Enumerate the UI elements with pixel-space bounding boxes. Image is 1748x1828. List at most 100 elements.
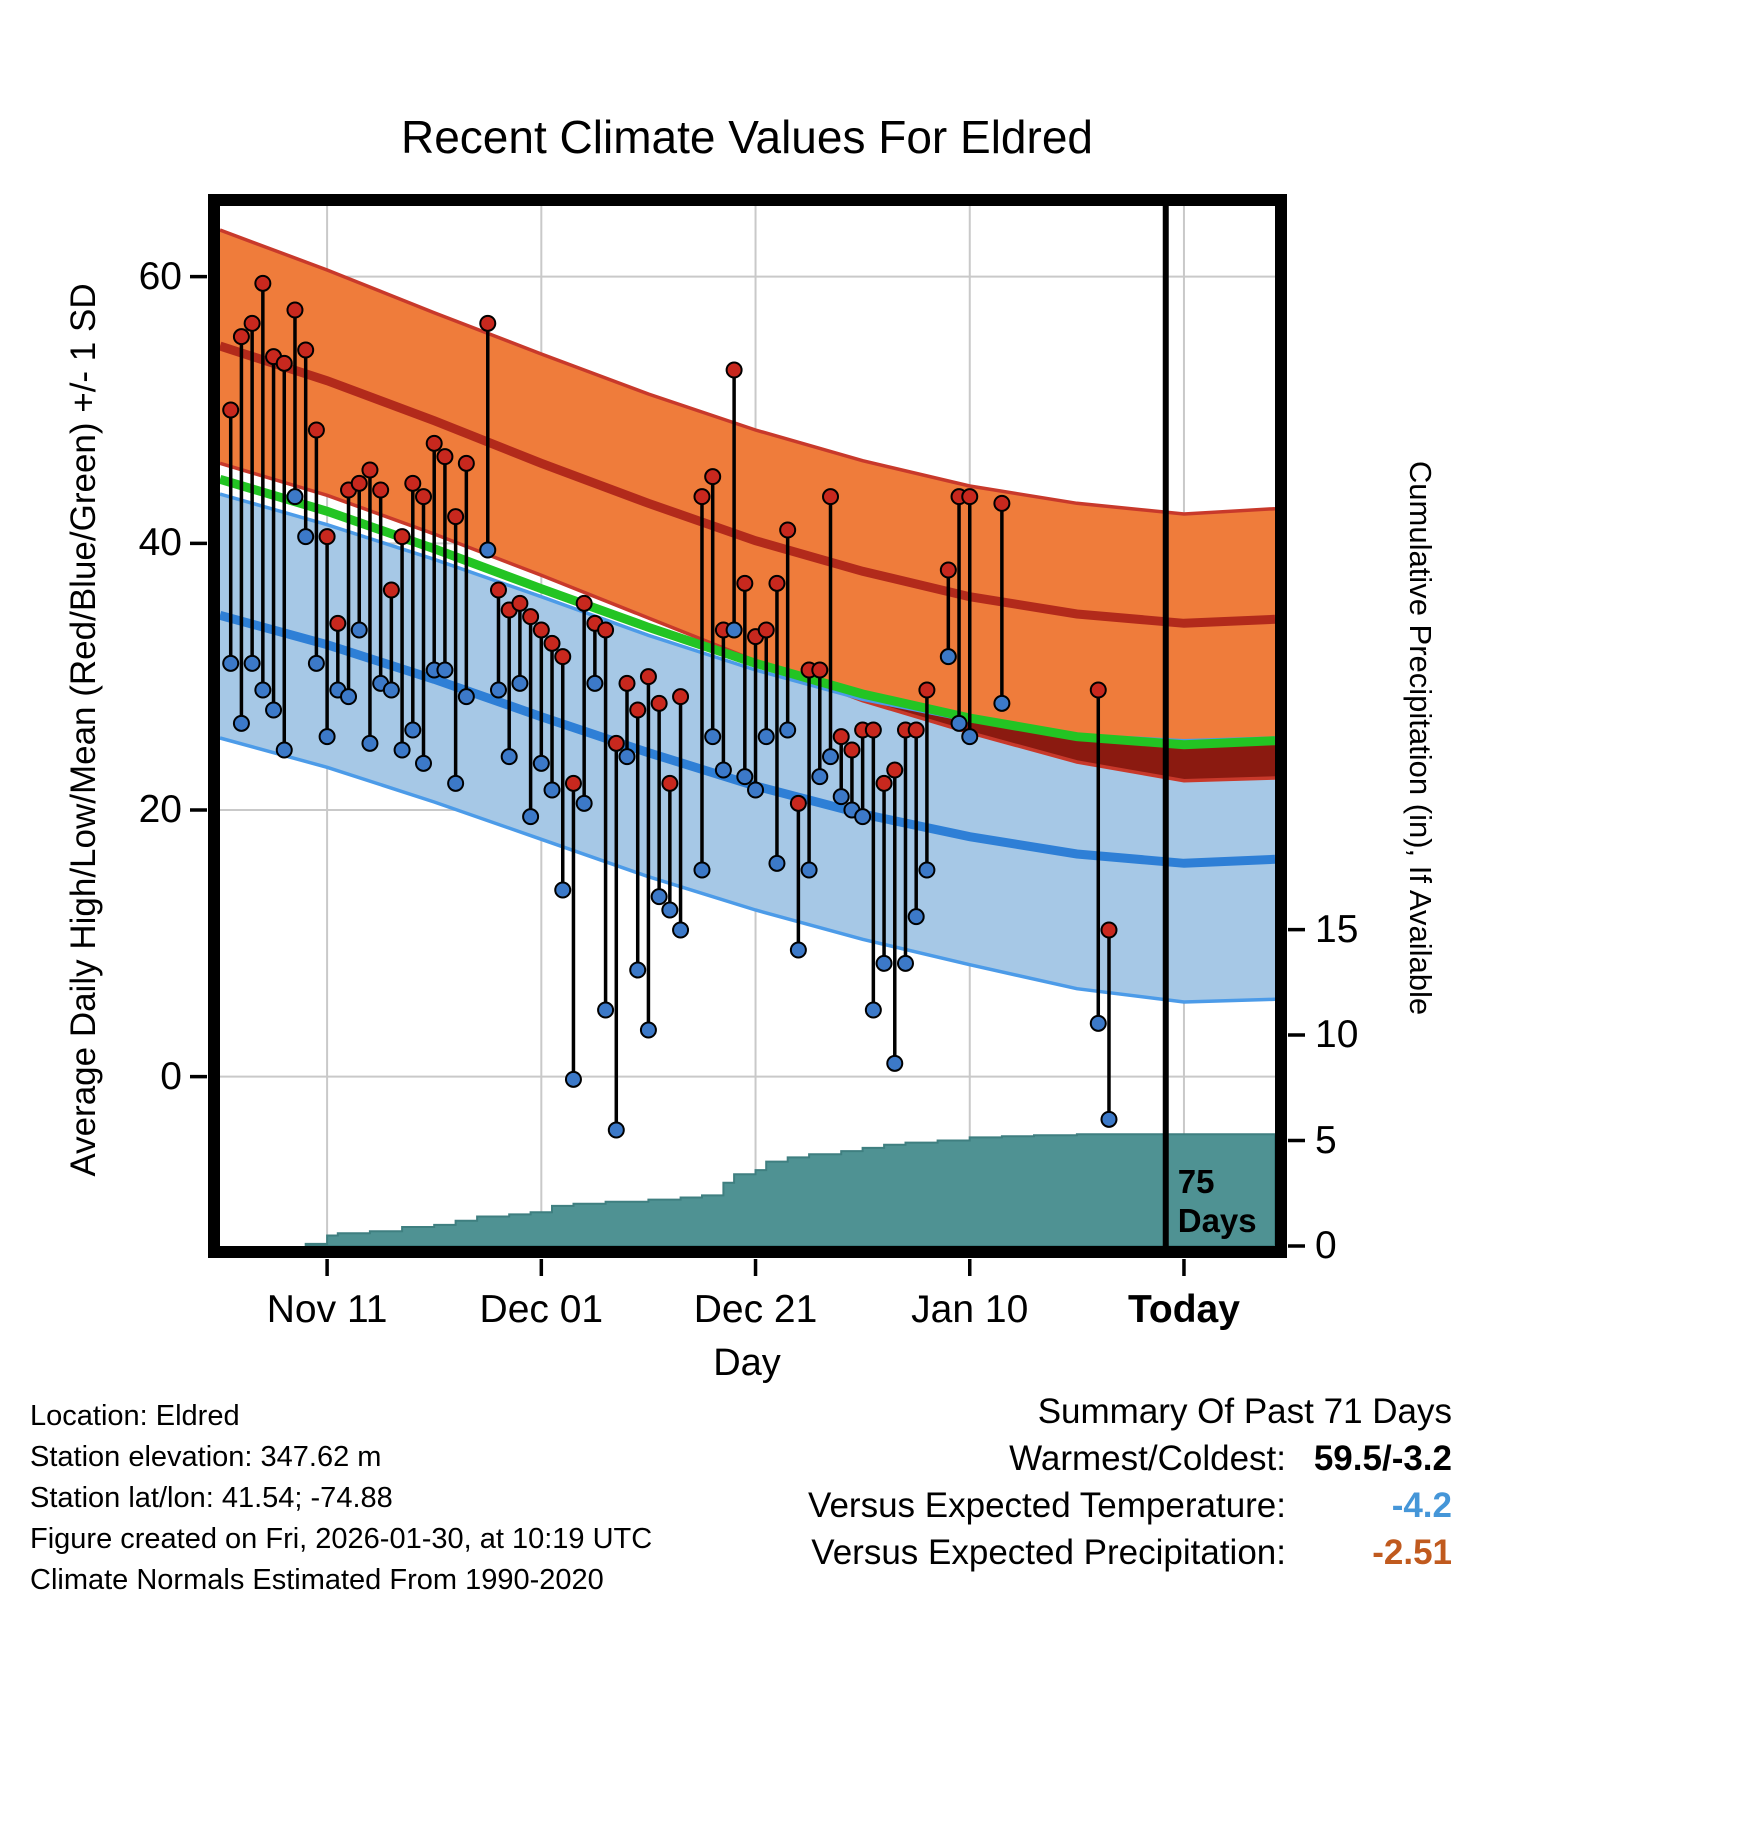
low-band bbox=[220, 494, 1275, 1002]
high-dot bbox=[222, 401, 240, 419]
summary-title: Summary Of Past 71 Days bbox=[1037, 1392, 1452, 1431]
high-dot bbox=[522, 608, 540, 626]
high-dot bbox=[382, 581, 400, 599]
high-dot bbox=[543, 634, 561, 652]
low-dot bbox=[779, 721, 797, 739]
high-dot bbox=[372, 481, 390, 499]
high-dot bbox=[415, 488, 433, 506]
footer-line: Station elevation: 347.62 m bbox=[30, 1441, 382, 1473]
high-dot bbox=[307, 421, 325, 439]
low-dot bbox=[597, 1001, 615, 1019]
high-dot bbox=[779, 521, 797, 539]
high-dot bbox=[789, 794, 807, 812]
high-dot bbox=[254, 274, 272, 292]
days-annotation-label: 75 Days bbox=[1178, 1162, 1257, 1240]
y-right-tick-label: 5 bbox=[1315, 1118, 1337, 1162]
y-left-tick-label: 20 bbox=[138, 788, 182, 831]
low-dot bbox=[886, 1054, 904, 1072]
x-tick-label: Nov 11 bbox=[266, 1288, 388, 1331]
low-dot bbox=[907, 908, 925, 926]
axis-ticks bbox=[190, 274, 1305, 1276]
summary-row-vs-temperature: Versus Expected Temperature: -4.2 bbox=[808, 1482, 1452, 1529]
high-dot bbox=[629, 701, 647, 719]
low-dot bbox=[800, 861, 818, 879]
low-dot bbox=[575, 794, 593, 812]
low-dot bbox=[232, 714, 250, 732]
low-dot bbox=[650, 888, 668, 906]
high-dot bbox=[1089, 681, 1107, 699]
y-axis-label-right: Cumulative Precipitation (in), If Availa… bbox=[1403, 460, 1438, 1016]
summary-row-vs-precipitation: Versus Expected Precipitation: -2.51 bbox=[808, 1529, 1452, 1576]
low-dot bbox=[340, 688, 358, 706]
climatology-bands bbox=[220, 228, 1275, 1004]
high-dot bbox=[907, 721, 925, 739]
high-dot bbox=[993, 494, 1011, 512]
low-dot bbox=[939, 648, 957, 666]
low-dot bbox=[854, 808, 872, 826]
low-dot bbox=[222, 654, 240, 672]
high-band bbox=[220, 230, 1275, 781]
footer-line: Figure created on Fri, 2026-01-30, at 10… bbox=[30, 1523, 653, 1555]
low-dot bbox=[747, 781, 765, 799]
high-dot bbox=[918, 681, 936, 699]
low-dot bbox=[961, 728, 979, 746]
low-dot bbox=[918, 861, 936, 879]
plot-border bbox=[208, 194, 1287, 1258]
vs-precipitation-value: -2.51 bbox=[1372, 1533, 1452, 1572]
low-dot bbox=[404, 721, 422, 739]
low-dot bbox=[532, 754, 550, 772]
summary-row-warmest-coldest: Warmest/Coldest: 59.5/-3.2 bbox=[808, 1435, 1452, 1482]
y-left-tick-label: 0 bbox=[160, 1054, 182, 1098]
high-dot bbox=[554, 648, 572, 666]
high-dot bbox=[939, 561, 957, 579]
chart-title: Recent Climate Values For Eldred bbox=[401, 111, 1093, 163]
high-dot bbox=[768, 574, 786, 592]
y-right-tick-label: 0 bbox=[1315, 1224, 1337, 1267]
low-dot bbox=[693, 861, 711, 879]
footer-line: Location: Eldred bbox=[30, 1400, 240, 1432]
low-dot bbox=[350, 621, 368, 639]
high-dot bbox=[457, 454, 475, 472]
high-mean-line bbox=[220, 341, 1275, 628]
low-dot bbox=[436, 661, 454, 679]
high-dot bbox=[639, 668, 657, 686]
low-dot bbox=[832, 788, 850, 806]
high-dot bbox=[350, 474, 368, 492]
warmest-coldest-value: 59.5/-3.2 bbox=[1313, 1439, 1452, 1478]
low-dot bbox=[500, 748, 518, 766]
low-dot bbox=[382, 681, 400, 699]
high-dot bbox=[1100, 921, 1118, 939]
high-dot bbox=[425, 434, 443, 452]
high-dot bbox=[329, 614, 347, 632]
y-right-tick-label: 10 bbox=[1315, 1013, 1359, 1057]
high-dot bbox=[618, 674, 636, 692]
high-dot bbox=[436, 448, 454, 466]
low-dot bbox=[950, 714, 968, 732]
low-dot bbox=[457, 688, 475, 706]
x-axis-label: Day bbox=[713, 1342, 781, 1384]
high-dot bbox=[532, 621, 550, 639]
high-dot bbox=[447, 508, 465, 526]
vs-temperature-value: -4.2 bbox=[1391, 1486, 1452, 1525]
low-dot bbox=[361, 734, 379, 752]
high-dot bbox=[822, 488, 840, 506]
x-tick-label: Jan 10 bbox=[911, 1288, 1029, 1331]
low-dot bbox=[757, 728, 775, 746]
high-dot bbox=[393, 528, 411, 546]
high-dot bbox=[961, 488, 979, 506]
high-dot bbox=[575, 594, 593, 612]
vs-temperature-label: Versus Expected Temperature: bbox=[808, 1486, 1286, 1525]
high-dot bbox=[275, 354, 293, 372]
high-dot bbox=[725, 361, 743, 379]
low-dot bbox=[704, 728, 722, 746]
cumulative-precip-area bbox=[304, 1133, 1275, 1246]
low-dot bbox=[447, 774, 465, 792]
low-dot bbox=[307, 654, 325, 672]
low-dot bbox=[554, 881, 572, 899]
high-dot bbox=[286, 301, 304, 319]
y-left-tick-label: 40 bbox=[138, 521, 182, 565]
high-dot bbox=[704, 468, 722, 486]
low-dot bbox=[543, 781, 561, 799]
low-dot bbox=[725, 621, 743, 639]
high-dot bbox=[693, 488, 711, 506]
